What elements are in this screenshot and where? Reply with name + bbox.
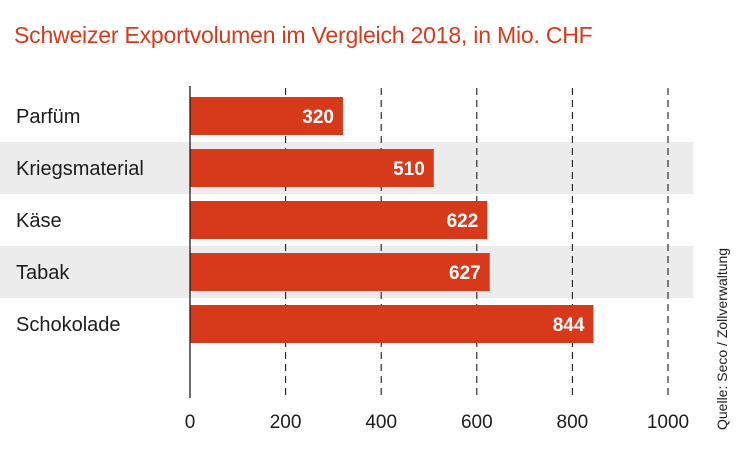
- category-label: Kriegsmaterial: [16, 158, 144, 180]
- category-labels: Parfüm Kriegsmaterial Käse Tabak Schokolade: [16, 106, 144, 336]
- bars: 320 510 622 627 844: [190, 97, 594, 343]
- chart-title: Schweizer Exportvolumen im Vergleich 201…: [14, 22, 593, 48]
- category-label: Schokolade: [16, 314, 121, 336]
- data-label: 622: [447, 211, 479, 232]
- bar-schokolade: [190, 305, 594, 343]
- source-note: Quelle: Seco / Zollverwaltung: [714, 247, 730, 430]
- category-label: Parfüm: [16, 106, 80, 128]
- data-label: 510: [393, 159, 425, 180]
- category-label: Käse: [16, 210, 62, 232]
- data-label: 320: [302, 107, 334, 128]
- x-tick-label: 800: [557, 412, 589, 433]
- x-tick-label: 200: [270, 412, 302, 433]
- x-tick-label: 600: [461, 412, 493, 433]
- category-label: Tabak: [16, 262, 70, 284]
- x-tick-label: 400: [365, 412, 397, 433]
- bar-tabak: [190, 253, 490, 291]
- bar-kriegsmaterial: [190, 149, 434, 187]
- bar-käse: [190, 201, 488, 239]
- bar-parfüm: [190, 97, 343, 135]
- data-label: 627: [449, 263, 481, 284]
- gridlines: [285, 88, 669, 398]
- tick-labels: 0 200 400 600 800 1000: [185, 412, 689, 433]
- x-tick-label: 0: [185, 412, 196, 433]
- data-label: 844: [553, 315, 585, 336]
- x-tick-label: 1000: [647, 412, 689, 433]
